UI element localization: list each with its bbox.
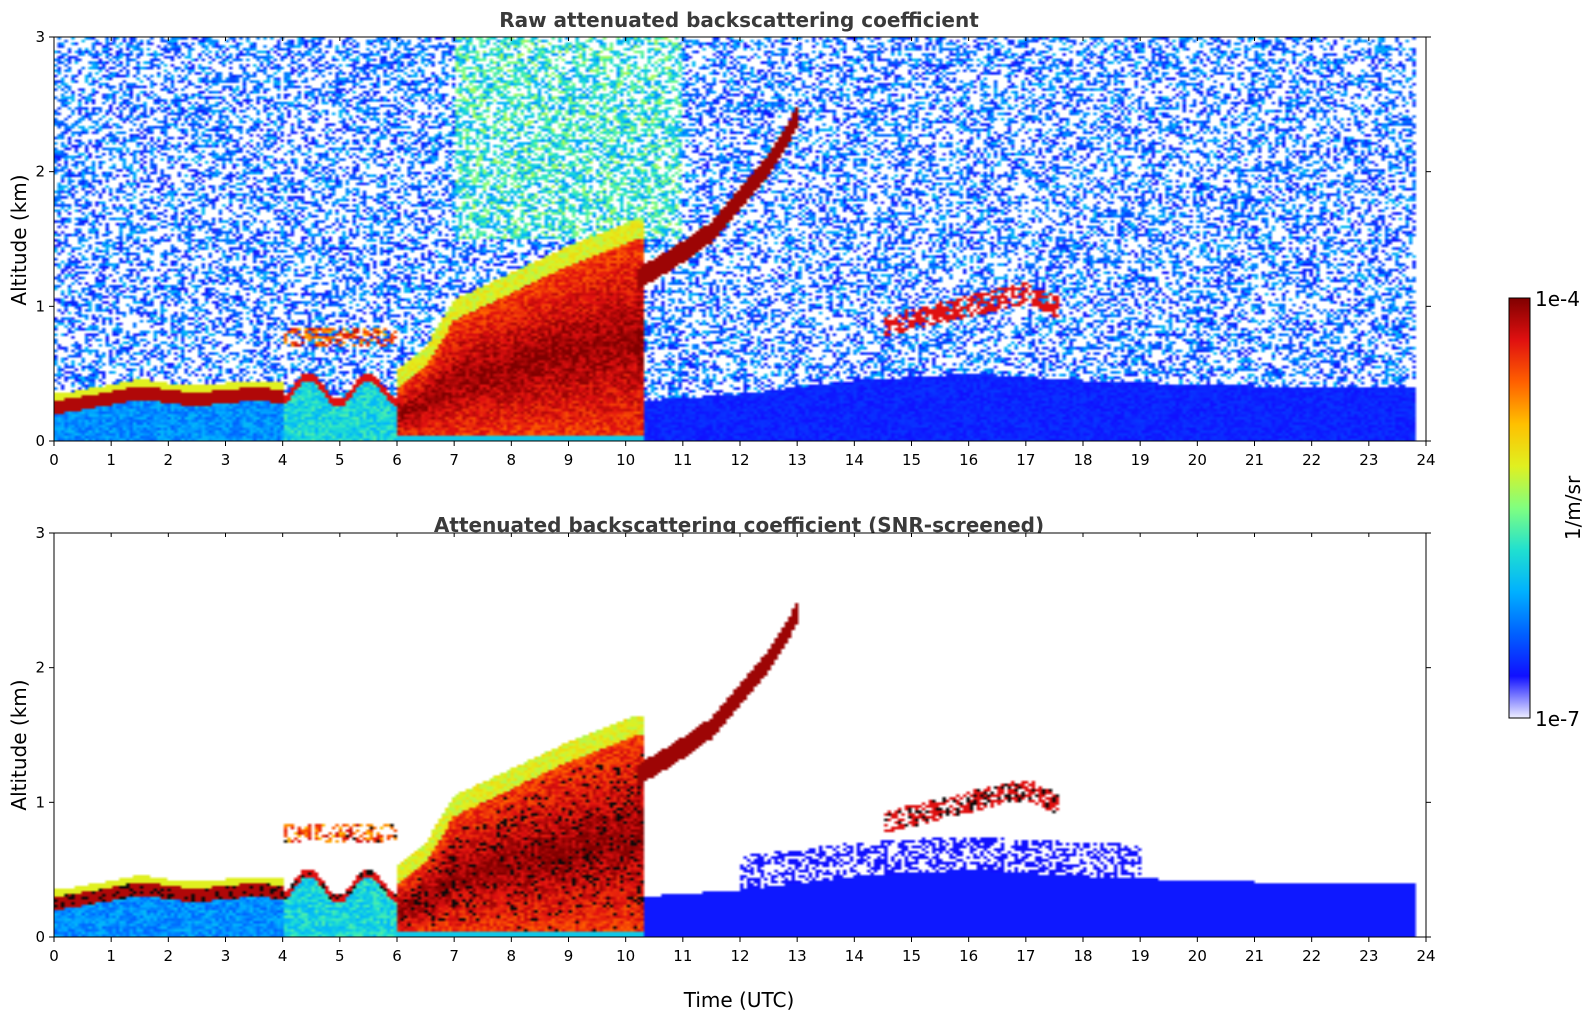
x-tick-label: 24 bbox=[1416, 947, 1435, 965]
backscatter-heatmap bbox=[54, 533, 1426, 937]
colorbar-unit-label: 1/m/sr bbox=[1561, 475, 1585, 540]
x-tick-label: 21 bbox=[1245, 947, 1264, 965]
x-tick-label: 10 bbox=[616, 947, 635, 965]
x-tick-label: 9 bbox=[564, 947, 574, 965]
x-tick-label: 5 bbox=[335, 451, 345, 469]
x-tick-label: 23 bbox=[1359, 451, 1378, 469]
x-tick-label: 3 bbox=[221, 451, 231, 469]
x-tick-label: 12 bbox=[730, 947, 749, 965]
x-tick-label: 15 bbox=[902, 451, 921, 469]
x-tick-label: 0 bbox=[49, 451, 59, 469]
backscatter-heatmap bbox=[54, 37, 1426, 441]
x-tick-label: 24 bbox=[1416, 451, 1435, 469]
y-tick-label: 3 bbox=[35, 524, 45, 542]
y-tick-label: 0 bbox=[35, 432, 45, 450]
y-axis-label: Altitude (km) bbox=[7, 174, 31, 305]
x-tick-label: 6 bbox=[392, 451, 402, 469]
y-tick-label: 1 bbox=[35, 793, 45, 811]
x-tick-label: 1 bbox=[106, 947, 116, 965]
x-tick-label: 22 bbox=[1302, 947, 1321, 965]
colorbar-max-label: 1e-4 bbox=[1535, 287, 1580, 311]
colorbar: 1e-4 1e-7 1/m/sr bbox=[1508, 287, 1585, 731]
colorbar-min-label: 1e-7 bbox=[1535, 707, 1580, 731]
screened-backscatter-panel: Attenuated backscattering coefficient (S… bbox=[7, 513, 1436, 1012]
x-tick-label: 9 bbox=[564, 451, 574, 469]
x-tick-label: 11 bbox=[673, 451, 692, 469]
panel-title: Raw attenuated backscattering coefficien… bbox=[499, 8, 979, 32]
x-tick-label: 12 bbox=[730, 451, 749, 469]
x-tick-label: 3 bbox=[221, 947, 231, 965]
y-axis: 0 1 2 3 bbox=[35, 28, 1431, 450]
y-tick-label: 2 bbox=[35, 659, 45, 677]
x-tick-label: 0 bbox=[49, 947, 59, 965]
x-tick-label: 8 bbox=[507, 451, 517, 469]
x-tick-label: 20 bbox=[1188, 451, 1207, 469]
colorbar-gradient bbox=[1508, 297, 1531, 719]
x-tick-label: 19 bbox=[1131, 451, 1150, 469]
x-tick-label: 13 bbox=[788, 947, 807, 965]
x-tick-label: 22 bbox=[1302, 451, 1321, 469]
y-tick-label: 2 bbox=[35, 163, 45, 181]
x-tick-label: 2 bbox=[164, 947, 174, 965]
x-tick-label: 23 bbox=[1359, 947, 1378, 965]
heatmap-area bbox=[53, 532, 1427, 938]
x-tick-label: 8 bbox=[507, 947, 517, 965]
x-tick-label: 10 bbox=[616, 451, 635, 469]
x-tick-label: 18 bbox=[1073, 947, 1092, 965]
heatmap-area bbox=[53, 36, 1427, 442]
y-tick-label: 1 bbox=[35, 297, 45, 315]
x-tick-label: 7 bbox=[449, 947, 459, 965]
x-tick-label: 17 bbox=[1016, 451, 1035, 469]
x-tick-label: 4 bbox=[278, 947, 288, 965]
x-tick-label: 21 bbox=[1245, 451, 1264, 469]
x-tick-label: 17 bbox=[1016, 947, 1035, 965]
x-tick-label: 13 bbox=[788, 451, 807, 469]
x-tick-label: 5 bbox=[335, 947, 345, 965]
raw-backscatter-panel: Raw attenuated backscattering coefficien… bbox=[7, 8, 1436, 469]
y-axis: 0 1 2 3 bbox=[35, 524, 1431, 946]
x-tick-label: 19 bbox=[1131, 947, 1150, 965]
x-tick-label: 15 bbox=[902, 947, 921, 965]
x-tick-label: 18 bbox=[1073, 451, 1092, 469]
x-tick-label: 20 bbox=[1188, 947, 1207, 965]
x-tick-label: 11 bbox=[673, 947, 692, 965]
y-tick-label: 3 bbox=[35, 28, 45, 46]
x-tick-label: 16 bbox=[959, 451, 978, 469]
x-axis-label: Time (UTC) bbox=[683, 988, 795, 1012]
y-tick-label: 0 bbox=[35, 928, 45, 946]
x-tick-label: 2 bbox=[164, 451, 174, 469]
x-axis: 0 1 2 3 4 5 6 7 8 9 10 11 12 13 14 15 16 17 18 19 20 21 22 23 24 bbox=[49, 533, 1436, 965]
x-tick-label: 7 bbox=[449, 451, 459, 469]
x-tick-label: 14 bbox=[845, 947, 864, 965]
y-axis-label: Altitude (km) bbox=[7, 679, 31, 810]
x-tick-label: 4 bbox=[278, 451, 288, 469]
x-tick-label: 6 bbox=[392, 947, 402, 965]
x-axis: 0 1 2 3 4 5 6 7 8 9 10 11 12 13 14 15 16 17 18 19 20 21 22 23 24 bbox=[49, 37, 1436, 469]
x-tick-label: 14 bbox=[845, 451, 864, 469]
x-tick-label: 1 bbox=[106, 451, 116, 469]
x-tick-label: 16 bbox=[959, 947, 978, 965]
